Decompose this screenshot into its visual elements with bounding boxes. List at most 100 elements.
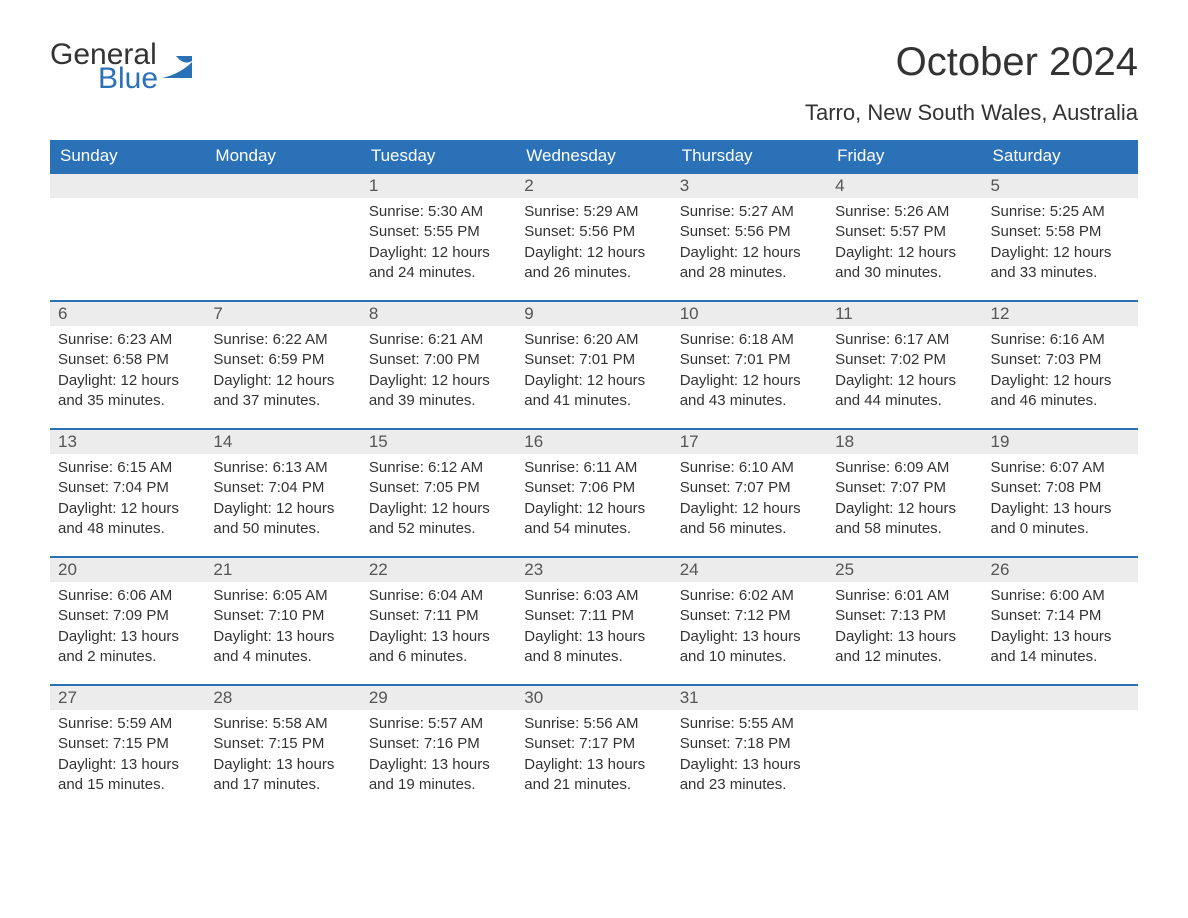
sunset-line: Sunset: 7:04 PM (58, 478, 197, 498)
daylight-line: Daylight: 12 hours and 41 minutes. (524, 371, 663, 412)
calendar-cell: . (827, 684, 982, 812)
daylight-line: Daylight: 13 hours and 21 minutes. (524, 755, 663, 796)
calendar-cell: 24Sunrise: 6:02 AMSunset: 7:12 PMDayligh… (672, 556, 827, 684)
calendar-cell: 31Sunrise: 5:55 AMSunset: 7:18 PMDayligh… (672, 684, 827, 812)
day-content: Sunrise: 6:23 AMSunset: 6:58 PMDaylight:… (50, 326, 205, 419)
daylight-line: Daylight: 13 hours and 4 minutes. (213, 627, 352, 668)
sunrise-line: Sunrise: 6:03 AM (524, 586, 663, 606)
month-title: October 2024 (896, 40, 1138, 85)
sunrise-line: Sunrise: 6:12 AM (369, 458, 508, 478)
sunrise-line: Sunrise: 6:23 AM (58, 330, 197, 350)
sunset-line: Sunset: 6:59 PM (213, 350, 352, 370)
sunset-line: Sunset: 7:12 PM (680, 606, 819, 626)
calendar-cell: 5Sunrise: 5:25 AMSunset: 5:58 PMDaylight… (983, 172, 1138, 300)
day-number: 8 (361, 300, 516, 326)
sunrise-line: Sunrise: 5:25 AM (991, 202, 1130, 222)
sunset-line: Sunset: 7:15 PM (58, 734, 197, 754)
sunset-line: Sunset: 7:16 PM (369, 734, 508, 754)
sunrise-line: Sunrise: 5:29 AM (524, 202, 663, 222)
sunrise-line: Sunrise: 6:10 AM (680, 458, 819, 478)
sunset-line: Sunset: 7:01 PM (680, 350, 819, 370)
calendar-cell: 6Sunrise: 6:23 AMSunset: 6:58 PMDaylight… (50, 300, 205, 428)
day-content: Sunrise: 6:18 AMSunset: 7:01 PMDaylight:… (672, 326, 827, 419)
daylight-line: Daylight: 12 hours and 48 minutes. (58, 499, 197, 540)
calendar-cell: 16Sunrise: 6:11 AMSunset: 7:06 PMDayligh… (516, 428, 671, 556)
day-number: 19 (983, 428, 1138, 454)
sunrise-line: Sunrise: 6:18 AM (680, 330, 819, 350)
calendar-cell: 17Sunrise: 6:10 AMSunset: 7:07 PMDayligh… (672, 428, 827, 556)
day-number: 23 (516, 556, 671, 582)
day-number: 6 (50, 300, 205, 326)
logo: General Blue (50, 40, 192, 94)
sunrise-line: Sunrise: 5:55 AM (680, 714, 819, 734)
day-content: Sunrise: 6:16 AMSunset: 7:03 PMDaylight:… (983, 326, 1138, 419)
calendar-cell: 9Sunrise: 6:20 AMSunset: 7:01 PMDaylight… (516, 300, 671, 428)
sunrise-line: Sunrise: 5:57 AM (369, 714, 508, 734)
weekday-header-row: SundayMondayTuesdayWednesdayThursdayFrid… (50, 140, 1138, 172)
sunset-line: Sunset: 7:08 PM (991, 478, 1130, 498)
calendar-cell: . (50, 172, 205, 300)
sunset-line: Sunset: 7:06 PM (524, 478, 663, 498)
calendar-cell: 4Sunrise: 5:26 AMSunset: 5:57 PMDaylight… (827, 172, 982, 300)
sunrise-line: Sunrise: 6:04 AM (369, 586, 508, 606)
day-content: Sunrise: 6:21 AMSunset: 7:00 PMDaylight:… (361, 326, 516, 419)
day-content: Sunrise: 6:13 AMSunset: 7:04 PMDaylight:… (205, 454, 360, 547)
day-content: Sunrise: 5:26 AMSunset: 5:57 PMDaylight:… (827, 198, 982, 291)
sunrise-line: Sunrise: 6:06 AM (58, 586, 197, 606)
daylight-line: Daylight: 12 hours and 39 minutes. (369, 371, 508, 412)
day-number: 14 (205, 428, 360, 454)
sunrise-line: Sunrise: 6:07 AM (991, 458, 1130, 478)
daylight-line: Daylight: 13 hours and 8 minutes. (524, 627, 663, 668)
sunrise-line: Sunrise: 6:22 AM (213, 330, 352, 350)
sunrise-line: Sunrise: 6:17 AM (835, 330, 974, 350)
day-number: 24 (672, 556, 827, 582)
day-number: 11 (827, 300, 982, 326)
daylight-line: Daylight: 13 hours and 19 minutes. (369, 755, 508, 796)
sunset-line: Sunset: 5:58 PM (991, 222, 1130, 242)
day-number: 27 (50, 684, 205, 710)
sunset-line: Sunset: 7:15 PM (213, 734, 352, 754)
sunrise-line: Sunrise: 6:21 AM (369, 330, 508, 350)
daylight-line: Daylight: 12 hours and 30 minutes. (835, 243, 974, 284)
sunrise-line: Sunrise: 5:56 AM (524, 714, 663, 734)
sunset-line: Sunset: 7:17 PM (524, 734, 663, 754)
daylight-line: Daylight: 12 hours and 46 minutes. (991, 371, 1130, 412)
calendar-cell: 18Sunrise: 6:09 AMSunset: 7:07 PMDayligh… (827, 428, 982, 556)
weekday-header: Tuesday (361, 140, 516, 172)
sunset-line: Sunset: 7:07 PM (680, 478, 819, 498)
header: General Blue October 2024 (50, 40, 1138, 94)
sunset-line: Sunset: 5:56 PM (524, 222, 663, 242)
calendar-cell: 2Sunrise: 5:29 AMSunset: 5:56 PMDaylight… (516, 172, 671, 300)
sunrise-line: Sunrise: 6:01 AM (835, 586, 974, 606)
day-content: Sunrise: 6:22 AMSunset: 6:59 PMDaylight:… (205, 326, 360, 419)
day-content: Sunrise: 6:10 AMSunset: 7:07 PMDaylight:… (672, 454, 827, 547)
calendar-cell: 26Sunrise: 6:00 AMSunset: 7:14 PMDayligh… (983, 556, 1138, 684)
sunset-line: Sunset: 7:11 PM (524, 606, 663, 626)
daylight-line: Daylight: 13 hours and 14 minutes. (991, 627, 1130, 668)
sunrise-line: Sunrise: 6:20 AM (524, 330, 663, 350)
sunrise-line: Sunrise: 6:16 AM (991, 330, 1130, 350)
daylight-line: Daylight: 12 hours and 26 minutes. (524, 243, 663, 284)
day-number: 12 (983, 300, 1138, 326)
day-content: Sunrise: 5:27 AMSunset: 5:56 PMDaylight:… (672, 198, 827, 291)
weekday-header: Thursday (672, 140, 827, 172)
calendar-cell: 21Sunrise: 6:05 AMSunset: 7:10 PMDayligh… (205, 556, 360, 684)
day-content: Sunrise: 5:29 AMSunset: 5:56 PMDaylight:… (516, 198, 671, 291)
calendar-cell: 8Sunrise: 6:21 AMSunset: 7:00 PMDaylight… (361, 300, 516, 428)
daylight-line: Daylight: 12 hours and 54 minutes. (524, 499, 663, 540)
day-content: Sunrise: 5:58 AMSunset: 7:15 PMDaylight:… (205, 710, 360, 803)
calendar-cell: 28Sunrise: 5:58 AMSunset: 7:15 PMDayligh… (205, 684, 360, 812)
weekday-header: Wednesday (516, 140, 671, 172)
day-content: Sunrise: 5:56 AMSunset: 7:17 PMDaylight:… (516, 710, 671, 803)
weekday-header: Friday (827, 140, 982, 172)
calendar-week: 13Sunrise: 6:15 AMSunset: 7:04 PMDayligh… (50, 428, 1138, 556)
day-content: Sunrise: 6:00 AMSunset: 7:14 PMDaylight:… (983, 582, 1138, 675)
daylight-line: Daylight: 13 hours and 2 minutes. (58, 627, 197, 668)
daylight-line: Daylight: 13 hours and 17 minutes. (213, 755, 352, 796)
calendar-cell: 27Sunrise: 5:59 AMSunset: 7:15 PMDayligh… (50, 684, 205, 812)
day-number: 2 (516, 172, 671, 198)
weekday-header: Saturday (983, 140, 1138, 172)
calendar-cell: 30Sunrise: 5:56 AMSunset: 7:17 PMDayligh… (516, 684, 671, 812)
day-number: 26 (983, 556, 1138, 582)
sunrise-line: Sunrise: 6:11 AM (524, 458, 663, 478)
